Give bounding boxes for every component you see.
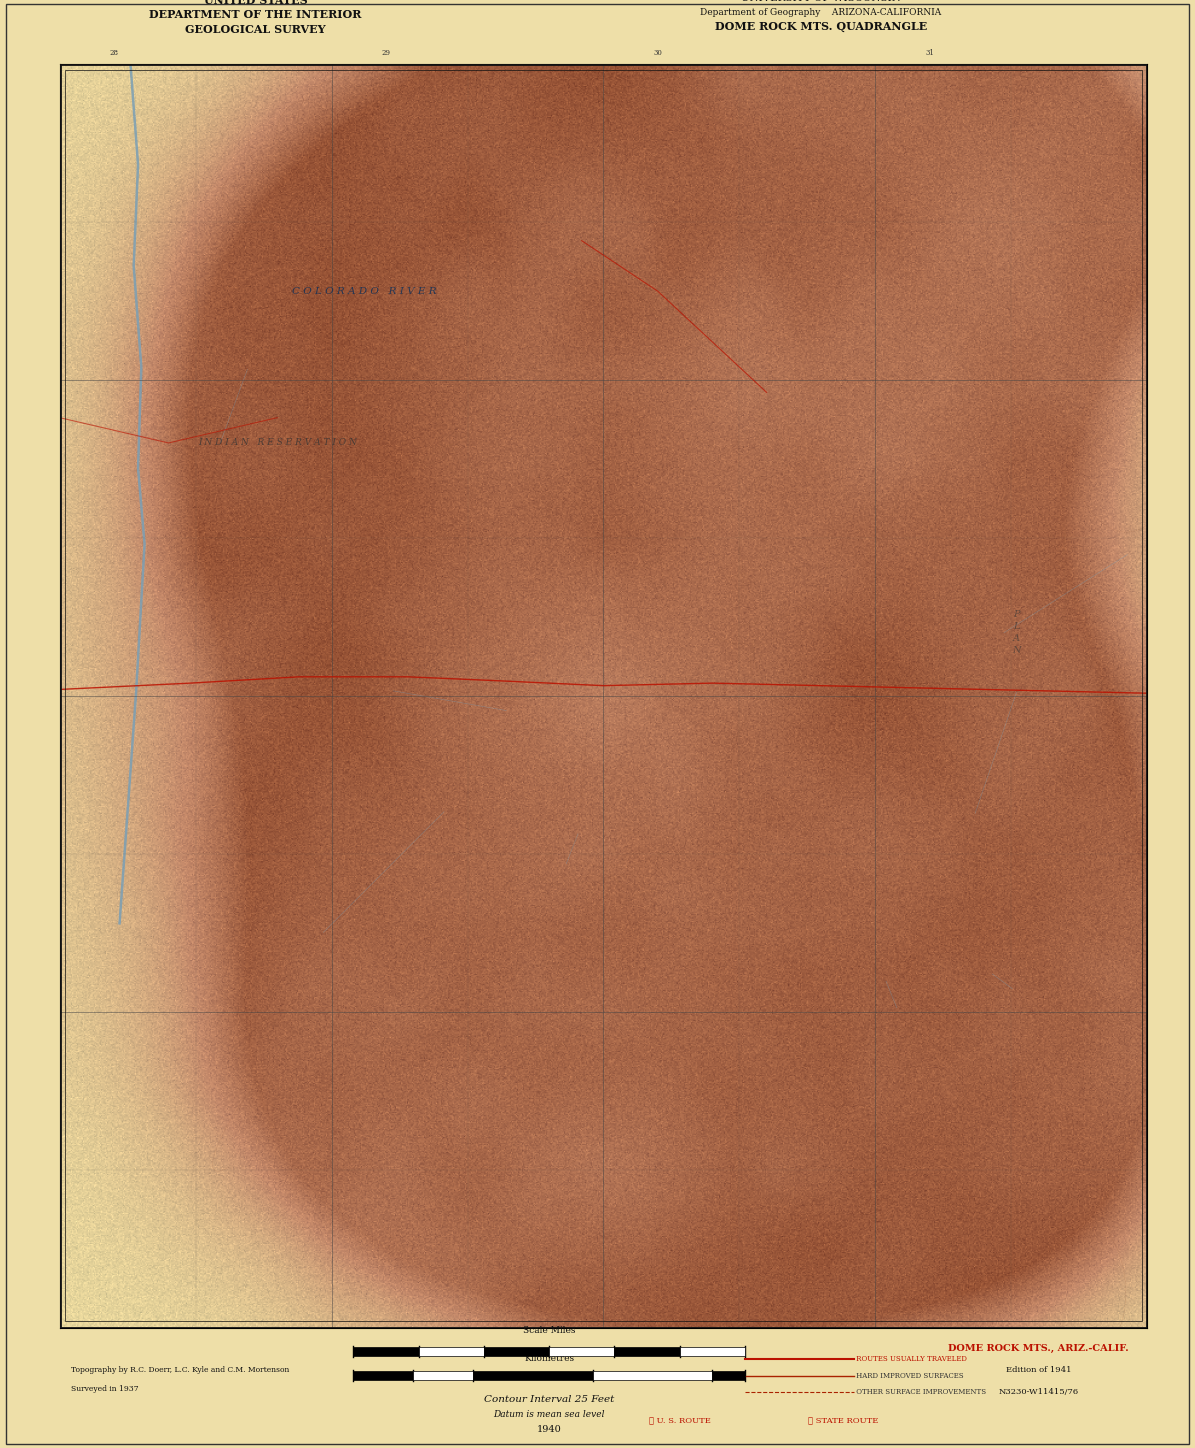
Text: Surveyed in 1937: Surveyed in 1937 (71, 1384, 139, 1393)
Text: 28: 28 (110, 49, 118, 58)
Text: 29: 29 (381, 49, 391, 58)
Text: Contour Interval 25 Feet: Contour Interval 25 Feet (484, 1394, 614, 1405)
Bar (473, 1371, 593, 1380)
Text: Datum is mean sea level: Datum is mean sea level (494, 1410, 605, 1419)
Text: ROUTES USUALLY TRAVELED: ROUTES USUALLY TRAVELED (853, 1355, 967, 1364)
Bar (593, 1371, 712, 1380)
Text: HARD IMPROVED SURFACES: HARD IMPROVED SURFACES (853, 1371, 963, 1380)
Text: N3230-W11415/76: N3230-W11415/76 (998, 1387, 1079, 1396)
Text: DEPARTMENT OF THE INTERIOR: DEPARTMENT OF THE INTERIOR (149, 9, 362, 20)
Text: Topography by R.C. Doerr, L.C. Kyle and C.M. Mortenson: Topography by R.C. Doerr, L.C. Kyle and … (71, 1365, 289, 1374)
Text: Scale Miles: Scale Miles (523, 1326, 575, 1335)
Text: Kilometres: Kilometres (525, 1354, 574, 1363)
Bar (712, 1371, 744, 1380)
Text: 30: 30 (654, 49, 662, 58)
Text: Department of Geography    ARIZONA-CALIFORNIA: Department of Geography ARIZONA-CALIFORN… (700, 9, 942, 17)
Bar (354, 1347, 418, 1355)
Text: C O L O R A D O   R I V E R: C O L O R A D O R I V E R (292, 287, 436, 295)
Bar (418, 1347, 484, 1355)
Text: Ⓑ U. S. ROUTE: Ⓑ U. S. ROUTE (649, 1418, 711, 1425)
Bar (549, 1347, 614, 1355)
Bar (680, 1347, 744, 1355)
Text: P
L
A
N: P L A N (1012, 611, 1021, 654)
Bar (354, 1371, 413, 1380)
Bar (484, 1347, 549, 1355)
Text: I N D I A N   R E S E R V A T I O N: I N D I A N R E S E R V A T I O N (198, 439, 356, 447)
Text: Edition of 1941: Edition of 1941 (1006, 1365, 1071, 1374)
Bar (413, 1371, 473, 1380)
Text: DOME ROCK MTS. QUADRANGLE: DOME ROCK MTS. QUADRANGLE (715, 20, 927, 32)
Text: 1940: 1940 (537, 1425, 562, 1435)
Text: GEOLOGICAL SURVEY: GEOLOGICAL SURVEY (185, 23, 326, 35)
Bar (614, 1347, 680, 1355)
Text: UNITED STATES: UNITED STATES (203, 0, 307, 6)
Text: DOME ROCK MTS., ARIZ.-CALIF.: DOME ROCK MTS., ARIZ.-CALIF. (948, 1344, 1129, 1352)
Text: 31: 31 (925, 49, 934, 58)
Text: ③ STATE ROUTE: ③ STATE ROUTE (808, 1418, 878, 1425)
Text: "UNIVERSITY OF WISCONSIN": "UNIVERSITY OF WISCONSIN" (736, 0, 906, 3)
Text: OTHER SURFACE IMPROVEMENTS: OTHER SURFACE IMPROVEMENTS (853, 1387, 986, 1396)
